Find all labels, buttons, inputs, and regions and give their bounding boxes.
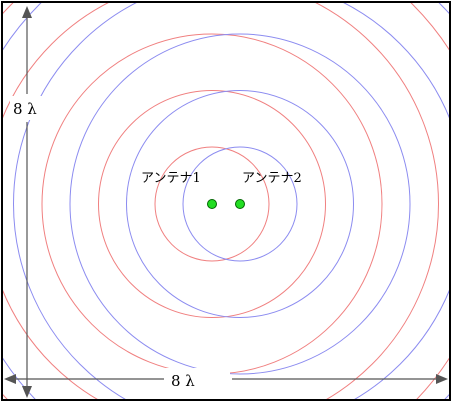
antenna2-label: アンテナ2 — [242, 171, 302, 186]
antenna1-label: アンテナ1 — [141, 171, 201, 186]
antenna2-wavefront-ring — [69, 33, 411, 375]
antenna2-wavefront-ring — [126, 90, 354, 318]
horizontal-dimension-arrow — [4, 374, 448, 384]
horizontal-dimension-label: 8 λ — [171, 372, 195, 390]
antenna1-wavefront-ring — [2, 2, 439, 400]
antenna2-wavefront-ring — [13, 2, 450, 400]
antenna1-wavefront-ring — [154, 146, 270, 262]
vertical-dimension-arrow — [22, 6, 32, 398]
antenna1-wavefront-ring — [98, 90, 326, 318]
antenna2-wavefront-ring — [182, 146, 298, 262]
antenna1-marker — [207, 199, 217, 209]
vertical-dimension-label: 8 λ — [13, 100, 37, 118]
antenna2-marker — [235, 199, 245, 209]
